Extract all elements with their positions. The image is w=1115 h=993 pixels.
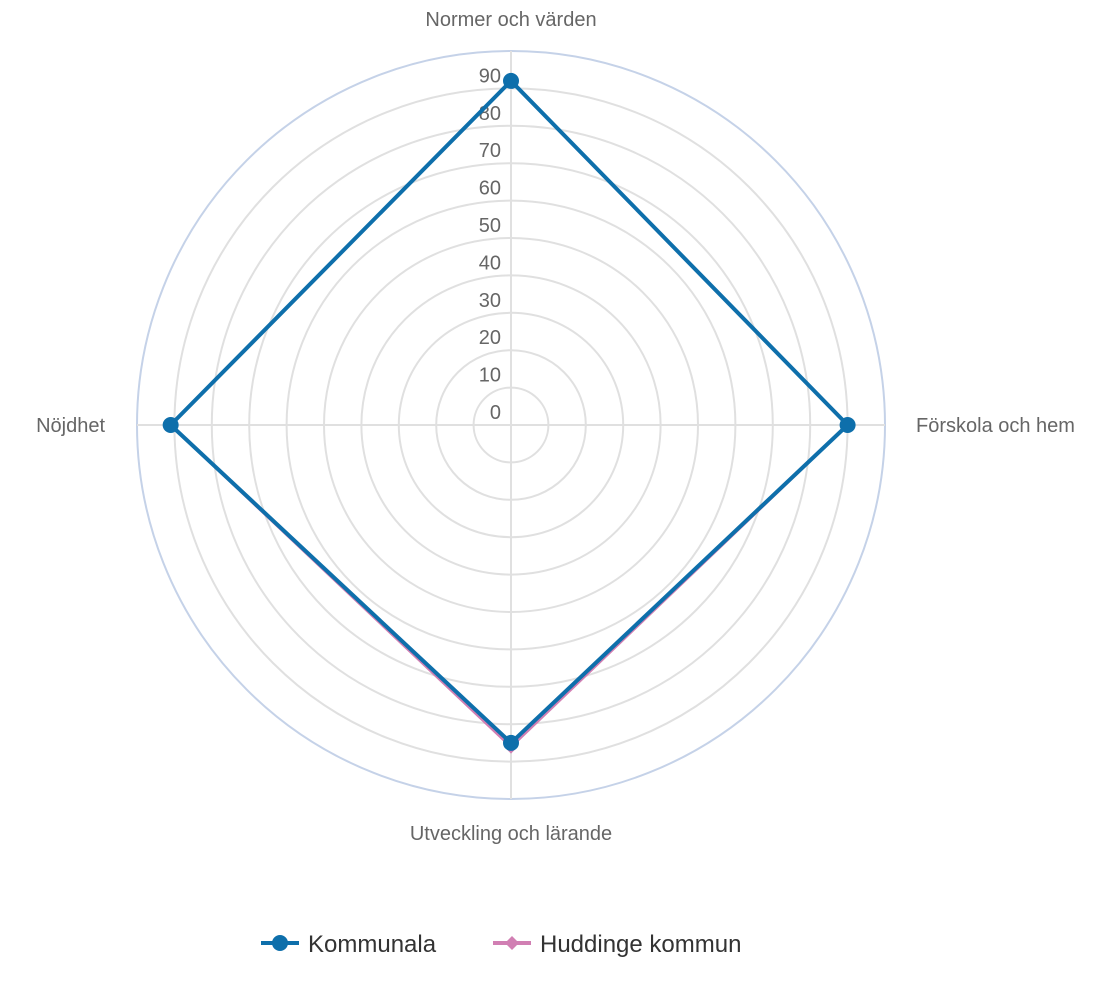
legend[interactable]: Kommunala Huddinge kommun: [261, 931, 741, 958]
tick-label-layer: 0 10 20 30 40 50 60 70 80 90: [479, 65, 501, 424]
axis-label: Normer och värden: [425, 9, 596, 31]
series-2: [163, 73, 855, 754]
legend-label: Huddinge kommun: [540, 931, 741, 958]
r-tick-label: 60: [479, 178, 501, 200]
series-line: [168, 78, 850, 745]
axis-label: Förskola och hem: [916, 415, 1075, 437]
r-tick-label: 40: [479, 252, 501, 274]
r-tick-label: 20: [479, 327, 501, 349]
data-point[interactable]: [839, 417, 856, 433]
series-1: [162, 72, 856, 751]
r-tick-label: 80: [479, 103, 501, 125]
series-layer: [162, 72, 856, 754]
legend-label: Kommunala: [308, 931, 437, 958]
data-point[interactable]: [162, 417, 179, 433]
legend-marker-icon: [505, 936, 519, 950]
r-tick-label: 10: [479, 365, 501, 387]
series-line: [169, 79, 850, 749]
axis-label: Nöjdhet: [36, 415, 105, 437]
r-tick-label: 70: [479, 140, 501, 162]
data-point[interactable]: [503, 734, 519, 751]
legend-item[interactable]: Huddinge kommun: [493, 931, 741, 958]
r-tick-label: 90: [479, 65, 501, 87]
r-tick-label: 0: [490, 402, 501, 424]
legend-marker-icon: [272, 935, 288, 951]
axis-label-layer: Normer och värden Förskola och hem Utveckl…: [36, 9, 1075, 845]
axis-label: Utveckling och lärande: [410, 823, 612, 845]
r-tick-label: 50: [479, 215, 501, 237]
r-tick-label: 30: [479, 290, 501, 312]
data-point[interactable]: [503, 72, 519, 89]
grid-layer: [136, 50, 886, 800]
legend-item[interactable]: Kommunala: [261, 931, 437, 958]
